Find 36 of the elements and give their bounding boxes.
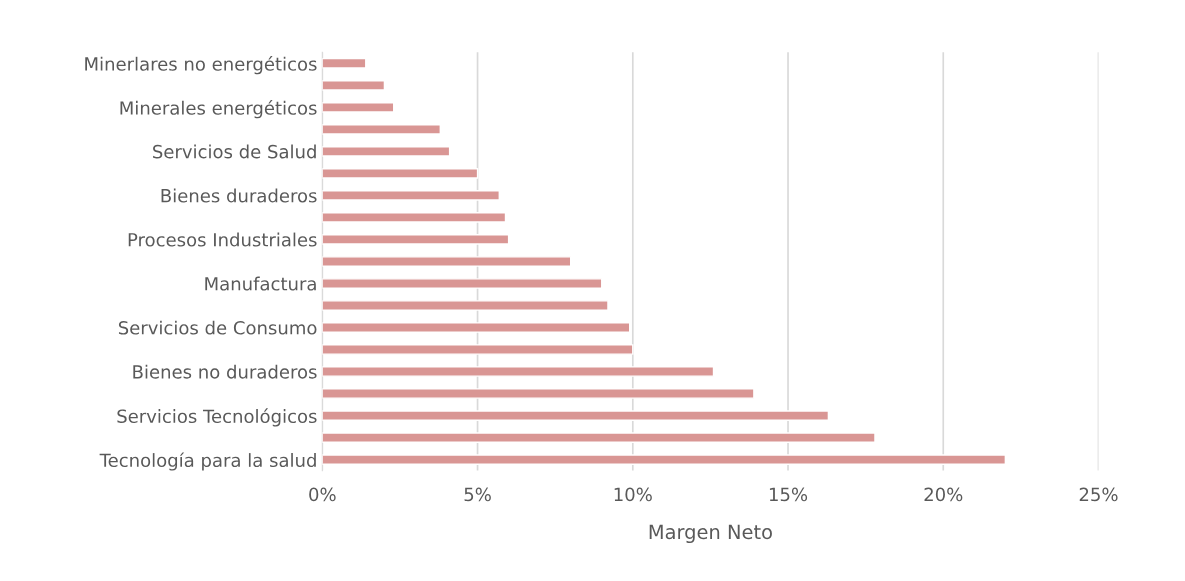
x-tick-label: 25% <box>1079 487 1118 502</box>
bar <box>322 124 441 135</box>
bar <box>322 256 572 267</box>
y-tick-label: Minerlares no energéticos <box>85 56 317 75</box>
bar <box>322 366 715 377</box>
bar <box>322 388 755 399</box>
bar <box>322 344 634 355</box>
x-tick-label: 5% <box>464 487 491 502</box>
y-tick-label: Manufactura <box>205 276 316 291</box>
bar <box>322 168 479 179</box>
y-tick-label: Servicios de Salud <box>153 144 316 159</box>
bar <box>322 454 1007 465</box>
x-tick-label: 0% <box>309 487 336 502</box>
bar <box>322 300 609 311</box>
y-tick-label: Bienes duraderos <box>161 188 317 203</box>
y-tick-label: Tecnología para la salud <box>99 452 316 471</box>
bar <box>322 146 451 157</box>
y-tick-label: Servicios Tecnológicos <box>117 408 317 427</box>
bar <box>322 432 876 443</box>
bar <box>322 410 830 421</box>
x-tick-label: 15% <box>769 487 808 502</box>
bar <box>322 190 500 201</box>
x-tick-label: 20% <box>924 487 963 502</box>
bar <box>322 57 367 69</box>
x-tick-label: 10% <box>614 487 652 502</box>
bar <box>322 234 510 245</box>
bar <box>322 278 603 289</box>
bar <box>322 212 507 223</box>
bar <box>322 102 395 113</box>
y-tick-label: Bienes no duraderos <box>133 364 317 379</box>
y-tick-label: Servicios de Consumo <box>118 320 317 335</box>
y-tick-label: Minerales energéticos <box>120 100 317 119</box>
bar <box>322 79 386 91</box>
x-axis-title: Margen Neto <box>649 524 772 544</box>
y-tick-label: Procesos Industriales <box>128 232 317 247</box>
bar <box>322 322 631 333</box>
